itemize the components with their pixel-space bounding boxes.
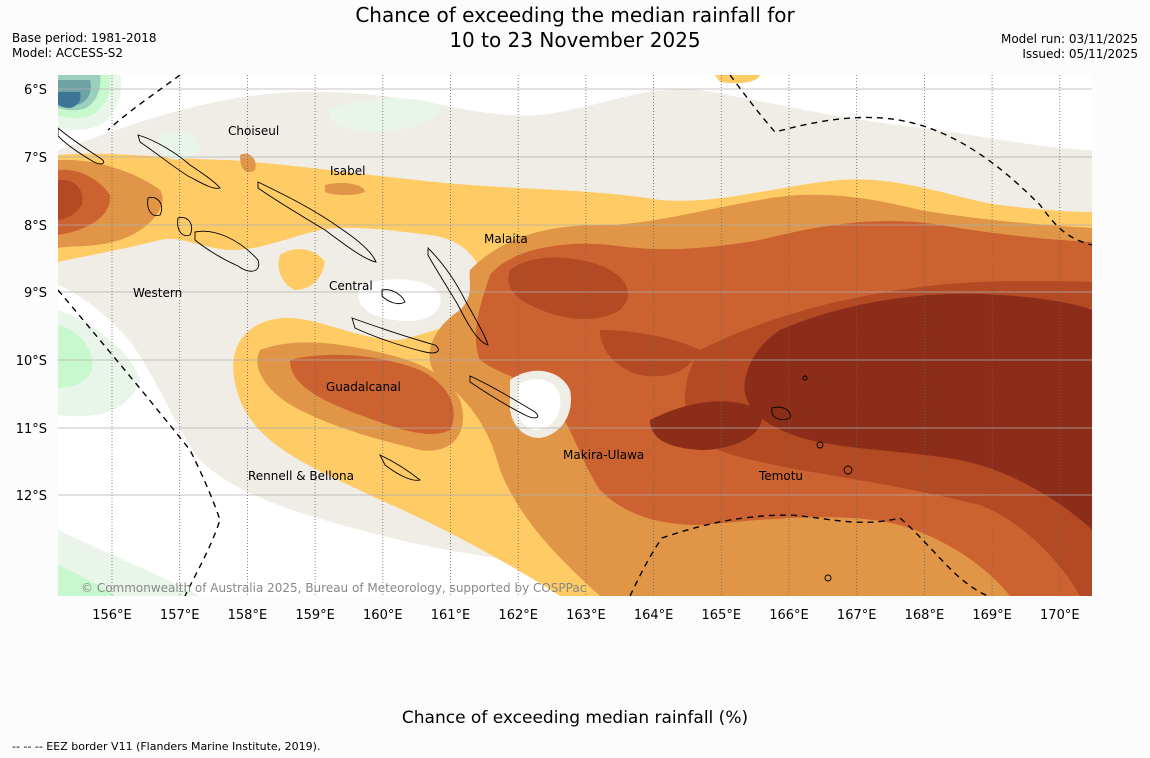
base-info: Base period: 1981-2018 Model: ACCESS-S2 <box>12 31 157 61</box>
contour-below-20 <box>650 293 1092 530</box>
contour-35-40-top <box>715 75 760 84</box>
lon-label: 162°E <box>498 608 538 623</box>
lat-label: 9°S <box>24 286 47 301</box>
island-santa-isabel <box>257 181 377 263</box>
contour-60-65-sw <box>58 565 115 596</box>
title-line-2: 10 to 23 November 2025 <box>449 28 701 52</box>
contour-greens-sw <box>58 530 200 596</box>
issued-date: Issued: 05/11/2025 <box>1022 47 1138 61</box>
region-labels: Choiseul Isabel Malaita Western Central … <box>133 124 803 483</box>
contour-greens-n <box>329 98 441 132</box>
island-tikopia <box>816 441 824 449</box>
label-choiseul: Choiseul <box>228 124 279 138</box>
contour-hole-central <box>358 279 441 322</box>
label-isabel: Isabel <box>330 164 365 178</box>
eez-border <box>58 75 1092 596</box>
coastlines <box>58 127 853 582</box>
contour-hole-makira-inner <box>517 379 561 430</box>
lon-label: 159°E <box>295 608 335 623</box>
label-makira-ulawa: Makira-Ulawa <box>563 448 644 462</box>
contour-35-40-isabel <box>278 249 325 290</box>
island-duff <box>824 574 832 582</box>
lon-label: 168°E <box>905 608 945 623</box>
title-line-1: Chance of exceeding the median rainfall … <box>355 3 795 27</box>
lon-label: 164°E <box>634 608 674 623</box>
contour-60-65-w <box>58 325 93 388</box>
island-new-georgia <box>194 230 260 272</box>
contour-30-35-choiseul <box>240 153 256 173</box>
island-santa-cruz <box>771 406 791 420</box>
contour-25-30 <box>58 169 1092 596</box>
island-kolombangara <box>177 217 193 237</box>
lon-label: 157°E <box>160 608 200 623</box>
longitude-labels: 156°E 157°E 158°E 159°E 160°E 161°E 162°E 163°E… <box>92 608 1079 623</box>
lat-label: 12°S <box>16 489 47 504</box>
label-central: Central <box>329 279 373 293</box>
island-anuta <box>843 465 853 475</box>
lon-label: 170°E <box>1040 608 1080 623</box>
contour-greens-choiseul <box>158 131 200 160</box>
contour-30-35-isabel <box>325 182 365 195</box>
map-title: Chance of exceeding the median rainfall … <box>0 3 1150 53</box>
label-guadalcanal: Guadalcanal <box>326 380 401 394</box>
lon-label: 165°E <box>702 608 742 623</box>
label-rennell-bellona: Rennell & Bellona <box>248 469 354 483</box>
island-guadalcanal <box>351 317 439 354</box>
lon-label: 167°E <box>837 608 877 623</box>
map-frame: © Commonwealth of Australia 2025, Bureau… <box>58 75 1092 596</box>
latitude-labels: 6°S 7°S 8°S 9°S 10°S 11°S 12°S <box>16 83 47 504</box>
graticule <box>58 75 1092 596</box>
model-run: Model run: 03/11/2025 <box>1000 32 1138 46</box>
island-malaita <box>427 246 489 346</box>
label-western: Western <box>133 286 182 300</box>
lat-label: 7°S <box>24 151 47 166</box>
colorbar-label: Chance of exceeding median rainfall (%) <box>401 708 749 728</box>
lon-label: 156°E <box>92 608 132 623</box>
label-malaita: Malaita <box>484 232 528 246</box>
lon-label: 160°E <box>363 608 403 623</box>
island-nggela <box>381 289 406 305</box>
rainfall-map: © Commonwealth of Australia 2025, Bureau… <box>16 75 1092 623</box>
label-temotu: Temotu <box>758 469 803 483</box>
island-reef <box>802 375 808 381</box>
run-info: Model run: 03/11/2025 Issued: 05/11/2025 <box>1001 32 1138 62</box>
copyright-note: © Commonwealth of Australia 2025, Bureau… <box>81 581 586 595</box>
island-rennell <box>379 454 421 481</box>
model-name: Model: ACCESS-S2 <box>12 46 124 60</box>
lon-label: 158°E <box>228 608 268 623</box>
lon-label: 163°E <box>566 608 606 623</box>
lon-label: 169°E <box>972 608 1012 623</box>
lat-label: 6°S <box>24 83 47 98</box>
lat-label: 8°S <box>24 219 47 234</box>
island-vella-lavella <box>147 197 163 217</box>
island-makira <box>469 375 539 419</box>
eez-footnote: -- -- -- EEZ border V11 (Flanders Marine… <box>12 740 321 753</box>
lat-label: 11°S <box>16 422 47 437</box>
contour-75-80-nw <box>58 92 81 108</box>
base-period: Base period: 1981-2018 <box>12 31 157 45</box>
island-choiseul <box>137 134 221 189</box>
lon-label: 161°E <box>431 608 471 623</box>
lon-label: 166°E <box>769 608 809 623</box>
lat-label: 10°S <box>16 354 47 369</box>
island-bougainville <box>58 127 105 165</box>
